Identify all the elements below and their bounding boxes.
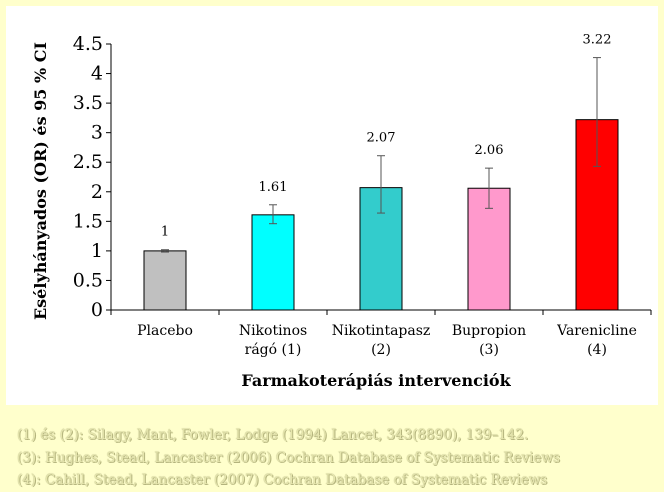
y-tick-label-6: 3 xyxy=(91,122,103,144)
y-tick-label-2: 1 xyxy=(91,240,103,262)
data-label-3: 2.06 xyxy=(475,143,504,158)
chart-area: 0 0.5 1 1.5 2 2.5 3 3.5 4 4.5 1 Placebo 1.61 Nikotino… xyxy=(6,6,658,405)
category-label-2-1: (2) xyxy=(371,342,391,358)
bar-chart: 0 0.5 1 1.5 2 2.5 3 3.5 4 4.5 1 Placebo 1.61 Nikotino… xyxy=(31,33,652,390)
y-axis-title: Esélyhányados (OR) és 95 % CI xyxy=(31,42,50,320)
y-tick-label-3: 1.5 xyxy=(73,210,103,232)
y-tick-label-5: 2.5 xyxy=(73,151,103,173)
reference-2: (3): Hughes, Stead, Lancaster (2006) Coc… xyxy=(17,449,560,466)
y-tick-label-7: 3.5 xyxy=(73,92,103,114)
reference-3: (4): Cahill, Stead, Lancaster (2007) Coc… xyxy=(17,472,548,488)
bar-0 xyxy=(143,250,187,311)
y-tick-label-0: 0 xyxy=(91,299,103,321)
y-tick-label-1: 0.5 xyxy=(73,269,103,291)
reference-1: (1) és (2): Silagy, Mant, Fowler, Lodge … xyxy=(17,427,529,443)
data-label-4: 3.22 xyxy=(583,33,612,48)
category-label-0-0: Placebo xyxy=(137,323,193,339)
references: (1) és (2): Silagy, Mant, Fowler, Lodge … xyxy=(17,424,560,492)
y-tick-label-8: 4 xyxy=(91,63,103,85)
category-label-3-0: Bupropion xyxy=(452,323,526,339)
category-label-2-0: Nikotintapasz xyxy=(332,323,431,339)
y-tick-label-9: 4.5 xyxy=(73,33,103,55)
data-label-2: 2.07 xyxy=(367,131,396,146)
category-label-4-1: (4) xyxy=(587,342,607,358)
bar-1 xyxy=(251,214,295,311)
data-label-1: 1.61 xyxy=(259,180,288,195)
category-label-1-1: rágó (1) xyxy=(245,342,302,358)
category-label-3-1: (3) xyxy=(479,342,499,358)
category-label-1-0: Nikotinos xyxy=(239,323,307,339)
x-axis-title: Farmakoterápiás intervenciók xyxy=(241,371,511,390)
y-tick-label-4: 2 xyxy=(91,181,103,203)
data-label-0: 1 xyxy=(161,225,169,240)
category-label-4-0: Varenicline xyxy=(556,323,637,339)
